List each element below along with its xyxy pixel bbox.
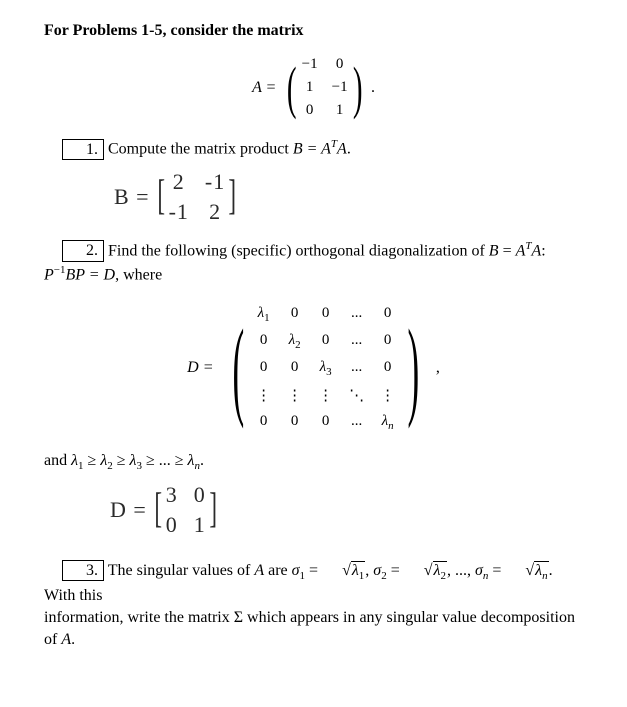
problem-3-line2: information, write the matrix Σ which ap… <box>44 607 583 629</box>
problem-3-number: 3. <box>62 560 104 581</box>
rbracket-icon: ] <box>229 180 237 214</box>
matrix-A-display: A = ( −10 1−1 01 ) . <box>44 56 583 119</box>
heading: For Problems 1-5, consider the matrix <box>44 20 583 42</box>
rbracket2-icon: ] <box>209 493 217 527</box>
lparen-icon: ( <box>287 62 297 114</box>
hand-B-grid: 2-1 -12 <box>169 169 226 225</box>
problem-1: 1. Compute the matrix product B = ATA. <box>44 137 583 161</box>
rparen-big-icon: ) <box>408 319 420 418</box>
matrix-D-grid: λ100...0 0λ20...0 00λ3...0 ⋮⋮⋮⋱⋮ 000...λ… <box>256 305 395 432</box>
sqrt-icon: λ1 <box>322 560 365 585</box>
matrix-D-trail: , <box>436 359 440 377</box>
matrix-A-grid: −10 1−1 01 <box>302 56 348 119</box>
handwritten-B: B = [ 2-1 -12 ] <box>114 169 583 225</box>
problem-2: 2. Find the following (specific) orthogo… <box>44 239 583 263</box>
lbracket-icon: [ <box>157 180 165 214</box>
sqrt2-icon: λ2 <box>404 560 447 585</box>
hand-B-lhs: B = <box>114 184 150 210</box>
problem-2-number: 2. <box>62 240 104 261</box>
problem-3-line3: of A. <box>44 629 583 651</box>
problem-1-number: 1. <box>62 139 104 160</box>
ordering: and λ1 ≥ λ2 ≥ λ3 ≥ ... ≥ λn. <box>44 450 583 475</box>
lbracket2-icon: [ <box>154 493 162 527</box>
hand-D-lhs: D = <box>110 497 147 523</box>
lparen-big-icon: ( <box>232 319 244 418</box>
sqrt3-icon: λn <box>505 560 548 585</box>
problem-2-line2: P−1BP = D, where <box>44 263 583 287</box>
matrix-D-lhs: D = <box>187 359 213 377</box>
matrix-A-trail: . <box>371 79 375 97</box>
hand-D-grid: 30 01 <box>166 482 206 538</box>
problem-3: 3. The singular values of A are σ1 = λ1,… <box>44 560 583 607</box>
matrix-A-lhs: A = <box>252 79 276 97</box>
handwritten-D: D = [ 30 01 ] <box>110 482 583 538</box>
matrix-D-display: D = ( λ100...0 0λ20...0 00λ3...0 ⋮⋮⋮⋱⋮ 0… <box>44 305 583 432</box>
rparen-icon: ) <box>352 62 362 114</box>
problem-1-text: Compute the matrix product <box>108 141 293 158</box>
